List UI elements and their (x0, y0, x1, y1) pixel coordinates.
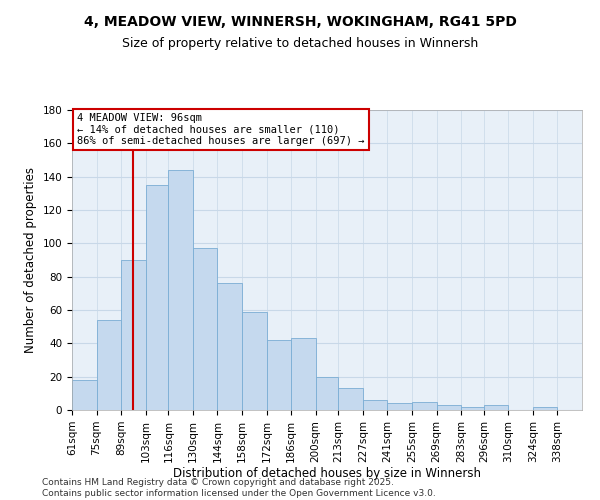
Bar (437, 405, 461, 410)
Bar (242, 312, 266, 410)
Text: 4 MEADOW VIEW: 96sqm
← 14% of detached houses are smaller (110)
86% of semi-deta: 4 MEADOW VIEW: 96sqm ← 14% of detached h… (77, 113, 365, 146)
Bar (338, 388, 363, 410)
Bar (146, 185, 169, 410)
Text: Size of property relative to detached houses in Winnersh: Size of property relative to detached ho… (122, 38, 478, 51)
Bar (291, 338, 316, 410)
Bar (121, 260, 146, 410)
X-axis label: Distribution of detached houses by size in Winnersh: Distribution of detached houses by size … (173, 468, 481, 480)
Bar (72, 380, 97, 410)
Text: 4, MEADOW VIEW, WINNERSH, WOKINGHAM, RG41 5PD: 4, MEADOW VIEW, WINNERSH, WOKINGHAM, RG4… (83, 15, 517, 29)
Bar (533, 406, 557, 410)
Text: Contains HM Land Registry data © Crown copyright and database right 2025.
Contai: Contains HM Land Registry data © Crown c… (42, 478, 436, 498)
Bar (193, 248, 217, 410)
Bar (217, 284, 242, 410)
Bar (412, 402, 437, 410)
Bar (169, 170, 193, 410)
Bar (388, 404, 412, 410)
Bar (266, 340, 291, 410)
Y-axis label: Number of detached properties: Number of detached properties (24, 167, 37, 353)
Bar (363, 400, 388, 410)
Bar (316, 376, 338, 410)
Bar (461, 406, 484, 410)
Bar (97, 320, 121, 410)
Bar (484, 405, 508, 410)
